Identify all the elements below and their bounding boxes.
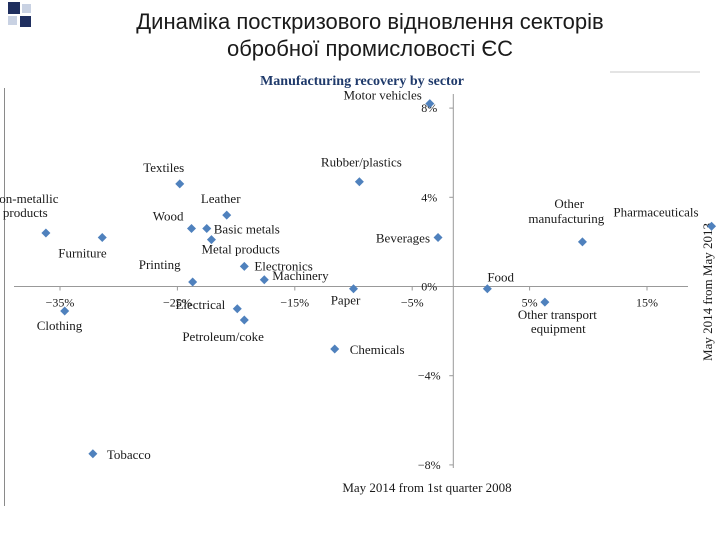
x-tick-label: 15% bbox=[636, 296, 658, 310]
chart-point-labels: Motor vehicles Rubber/plastics Textiles Lea… bbox=[0, 88, 699, 462]
point-label-metal-products: Metal products bbox=[201, 242, 279, 257]
point-label-food: Food bbox=[487, 270, 514, 285]
point-label-electronics: Electronics bbox=[254, 258, 312, 273]
data-point-textiles bbox=[175, 179, 185, 189]
point-label-line: mineral products bbox=[0, 205, 48, 220]
data-point-electrical bbox=[232, 304, 242, 314]
chart-points bbox=[41, 99, 717, 459]
deco-square-light bbox=[22, 4, 31, 13]
point-label-rubber-plastics: Rubber/plastics bbox=[321, 155, 402, 170]
x-axis-label: May 2014 from 1st quarter 2008 bbox=[342, 480, 511, 495]
point-label-chemicals: Chemicals bbox=[350, 342, 405, 357]
deco-square-light bbox=[8, 16, 17, 25]
point-label-paper: Paper bbox=[331, 293, 361, 308]
data-point-machinery bbox=[259, 275, 269, 285]
point-label-line: equipment bbox=[531, 321, 586, 336]
point-label-line: Other non-metallic bbox=[0, 191, 59, 206]
data-point-food bbox=[482, 284, 492, 294]
data-point-clothing bbox=[60, 306, 70, 316]
point-label-pharmaceuticals: Pharmaceuticals bbox=[613, 204, 698, 219]
deco-square-dark bbox=[20, 16, 31, 27]
point-label-line: Other transport bbox=[518, 307, 597, 322]
data-point-chemicals bbox=[330, 344, 340, 354]
x-tick-label: −25% bbox=[163, 296, 192, 310]
point-label-petroleum-coke: Petroleum/coke bbox=[182, 329, 264, 344]
point-label-printing: Printing bbox=[139, 257, 181, 272]
data-point-petroleum-coke bbox=[239, 315, 249, 325]
y-axis-label: May 2014 from May 2013 bbox=[700, 223, 715, 361]
point-label-electrical: Electrical bbox=[175, 297, 225, 312]
point-label-line: manufacturing bbox=[528, 211, 604, 226]
point-label-clothing: Clothing bbox=[37, 318, 83, 333]
data-point-basic-metals bbox=[202, 224, 212, 234]
data-point-furniture bbox=[97, 232, 107, 242]
data-point-other-transport-equipment bbox=[540, 297, 550, 307]
chart-title: Manufacturing recovery by sector bbox=[260, 74, 464, 89]
point-label-other-transport-equipment: Other transport equipment bbox=[518, 307, 597, 336]
slide-title-line-2: обробної промисловості ЄС bbox=[226, 36, 514, 61]
data-point-printing bbox=[188, 277, 198, 287]
point-label-machinery: Machinery bbox=[272, 268, 329, 283]
point-label-beverages: Beverages bbox=[376, 230, 430, 245]
point-label-basic-metals: Basic metals bbox=[214, 222, 280, 237]
data-point-beverages bbox=[433, 232, 443, 242]
point-label-textiles: Textiles bbox=[143, 160, 184, 175]
x-tick-label: −5% bbox=[401, 296, 424, 310]
data-point-wood bbox=[186, 224, 196, 234]
y-tick-label: −4% bbox=[418, 369, 441, 383]
data-point-rubber-plastics bbox=[354, 177, 364, 187]
slide-title-line-1: Динаміка посткризового відновлення секто… bbox=[136, 9, 604, 34]
deco-square-dark bbox=[8, 2, 20, 14]
point-label-motor-vehicles: Motor vehicles bbox=[343, 88, 421, 103]
data-point-other-non-metallic-mineral-products bbox=[41, 228, 51, 238]
point-label-other-manufacturing: Other manufacturing bbox=[528, 196, 604, 226]
data-point-leather bbox=[222, 210, 232, 220]
data-point-other-manufacturing bbox=[577, 237, 587, 247]
title-decoration-squares bbox=[8, 2, 31, 27]
slide-left-rule bbox=[4, 88, 5, 506]
y-tick-label: 0% bbox=[421, 280, 437, 294]
point-label-line: Other bbox=[554, 196, 584, 211]
data-point-pharmaceuticals bbox=[707, 221, 717, 231]
point-label-tobacco: Tobacco bbox=[107, 447, 151, 462]
point-label-other-non-metallic-mineral-products: Other non-metallicmineral products bbox=[0, 191, 59, 220]
y-tick-label: −8% bbox=[418, 458, 441, 472]
x-tick-label: −15% bbox=[280, 296, 309, 310]
y-tick-label: 4% bbox=[421, 190, 437, 204]
data-point-paper bbox=[349, 284, 358, 294]
chart-axes bbox=[14, 94, 688, 468]
point-label-wood: Wood bbox=[153, 209, 184, 224]
slide-title: Динаміка посткризового відновлення секто… bbox=[60, 8, 680, 62]
x-tick-label: −35% bbox=[46, 296, 75, 310]
data-point-metal-products bbox=[206, 235, 216, 245]
data-point-motor-vehicles bbox=[425, 99, 435, 109]
chart-ticks: −35% −25% −15% −5% 5% 15%8%4%0%−4%−8% bbox=[46, 101, 658, 472]
x-tick-label: 5% bbox=[522, 296, 538, 310]
point-label-leather: Leather bbox=[201, 191, 241, 206]
data-point-tobacco bbox=[88, 449, 98, 459]
point-label-furniture: Furniture bbox=[58, 245, 107, 260]
data-point-electronics bbox=[239, 261, 249, 271]
